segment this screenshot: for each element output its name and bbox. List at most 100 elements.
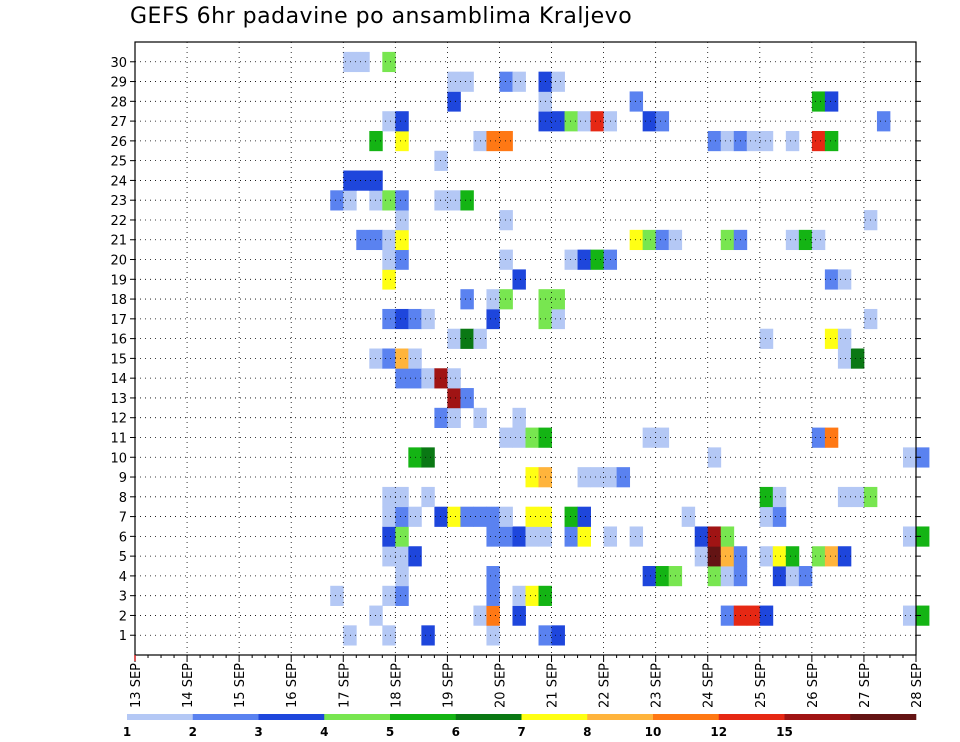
x-tick-label: 22 SEP: [598, 663, 613, 708]
heat-cell: [837, 486, 852, 508]
heat-cell: [564, 506, 578, 527]
heat-cell: [512, 269, 526, 290]
heat-cell: [824, 546, 839, 567]
y-tick-label: 16: [110, 333, 127, 348]
x-tick-label: 15 SEP: [233, 663, 248, 708]
heat-cell: [460, 289, 474, 310]
heat-cell: [655, 229, 670, 251]
heat-cell: [811, 546, 826, 567]
heat-cell: [434, 368, 448, 389]
heat-cell: [916, 605, 930, 626]
heat-cell: [395, 308, 409, 330]
heat-cell: [434, 190, 448, 211]
heat-cell: [382, 51, 396, 73]
y-tick-label: 18: [110, 293, 127, 308]
y-tick-label: 10: [110, 451, 127, 466]
heat-cell: [681, 506, 696, 527]
y-tick-label: 1: [119, 629, 127, 644]
heat-cell: [577, 506, 591, 527]
heat-cell: [525, 585, 539, 606]
legend-swatch: [653, 714, 720, 720]
heat-cell: [577, 249, 591, 270]
heat-cell: [772, 566, 787, 587]
heat-cell: [655, 566, 670, 587]
heat-cell: [707, 566, 722, 587]
legend-swatch: [324, 714, 391, 720]
x-tick-label: 21 SEP: [546, 663, 561, 708]
heat-cell: [499, 130, 513, 152]
heat-cell: [902, 526, 917, 547]
heat-cell: [824, 328, 839, 349]
heat-cell: [460, 71, 474, 92]
heat-cell: [772, 546, 787, 567]
heat-cell: [512, 526, 526, 547]
heat-cell: [499, 427, 513, 448]
legend-label: 4: [320, 725, 328, 739]
heat-cell: [772, 486, 787, 508]
heat-cell: [590, 249, 604, 270]
legend-swatch: [850, 714, 917, 720]
heat-cell: [330, 190, 344, 211]
heat-cell: [525, 506, 539, 527]
heat-cell: [369, 229, 383, 251]
x-tick-label: 26 SEP: [806, 663, 821, 708]
heat-cell: [837, 269, 852, 290]
heat-cell: [642, 427, 657, 448]
heat-cell: [421, 447, 435, 468]
heat-cell: [525, 467, 539, 488]
heat-cell: [629, 91, 644, 112]
y-tick-label: 26: [110, 135, 127, 150]
heat-cell: [343, 51, 357, 73]
y-tick-label: 27: [110, 115, 127, 130]
y-tick-label: 29: [110, 76, 127, 91]
heat-cell: [551, 111, 565, 132]
heat-cell: [759, 605, 774, 626]
y-tick-label: 14: [110, 372, 127, 387]
x-tick-label: 13 SEP: [129, 663, 144, 708]
y-tick-label: 25: [110, 155, 127, 170]
heat-cell: [369, 190, 383, 211]
heat-cell: [343, 625, 357, 646]
y-tick-label: 20: [110, 254, 127, 269]
heat-cell: [382, 585, 396, 606]
heat-cell: [434, 150, 448, 171]
heat-cell: [759, 486, 774, 508]
heat-cell: [395, 585, 409, 606]
y-tick-label: 30: [110, 56, 127, 71]
heat-cell: [746, 130, 761, 152]
heat-cell: [902, 605, 917, 626]
heat-cell: [382, 229, 396, 251]
x-tick-label: 24 SEP: [702, 663, 717, 708]
legend-swatch: [587, 714, 654, 720]
heat-cell: [642, 566, 657, 587]
heat-cell: [356, 170, 370, 191]
heat-cell: [876, 111, 891, 132]
heat-cell: [720, 566, 735, 587]
heat-cell: [837, 328, 852, 349]
heat-cell: [551, 308, 565, 330]
x-tick-label: 28 SEP: [910, 663, 925, 708]
x-tick-label: 16 SEP: [285, 663, 300, 708]
y-tick-label: 5: [119, 550, 127, 565]
heat-cell: [811, 91, 826, 112]
heat-cell: [395, 486, 409, 508]
y-tick-label: 9: [119, 471, 127, 486]
heat-cell: [837, 348, 852, 369]
heat-cell: [382, 111, 396, 132]
heat-cell: [395, 506, 409, 527]
heat-cell: [785, 130, 800, 152]
heat-cell: [356, 51, 370, 73]
heat-cell: [655, 111, 670, 132]
heat-cell: [447, 328, 461, 349]
heat-cell: [785, 546, 800, 567]
heat-cell: [486, 566, 500, 587]
heat-cell: [655, 427, 670, 448]
heat-cell: [499, 526, 513, 547]
y-tick-label: 15: [110, 352, 127, 367]
heat-cell: [629, 229, 644, 251]
heat-cell: [486, 308, 500, 330]
heat-cell: [499, 210, 513, 231]
heat-cell: [486, 585, 500, 606]
heat-cell: [577, 526, 591, 547]
